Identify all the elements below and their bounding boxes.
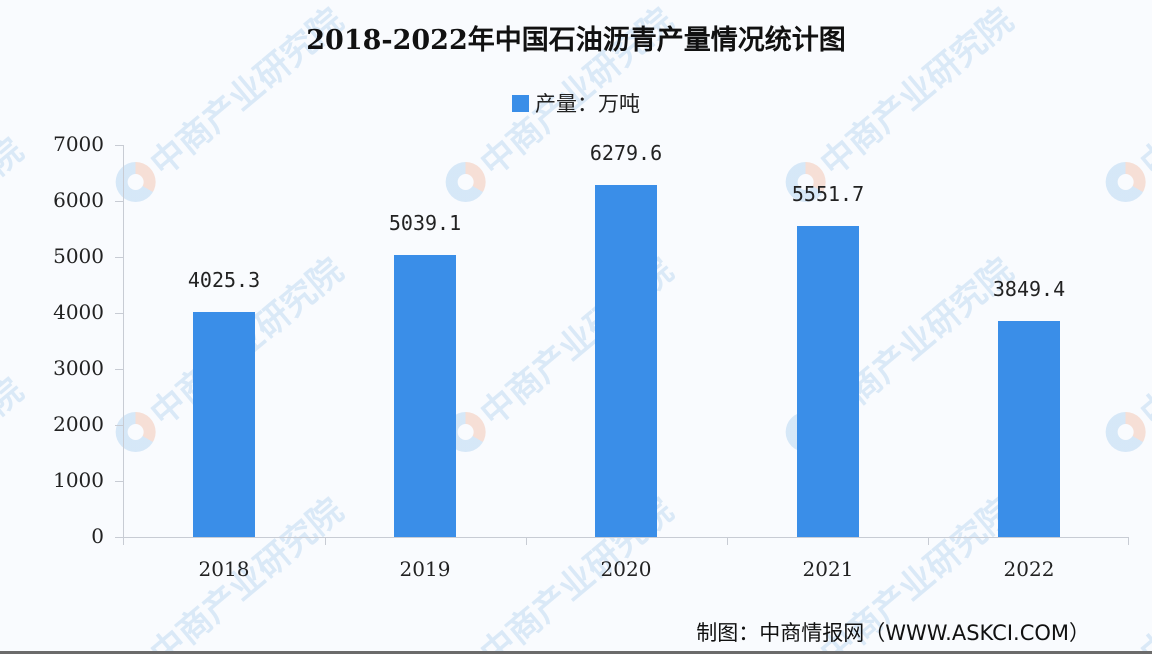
bar-value-label: 5551.7	[791, 182, 865, 207]
watermark-logo-icon	[445, 161, 486, 202]
watermark: 中商产业研究院	[1094, 484, 1152, 651]
source-note: 制图：中商情报网（WWW.ASKCI.COM）	[696, 621, 1090, 645]
bar-value-label: 4025.3	[187, 267, 261, 292]
watermark-logo-icon	[1105, 411, 1146, 452]
watermark: 中商产业研究院	[1094, 244, 1152, 463]
legend-swatch	[512, 94, 529, 112]
x-axis-line	[123, 537, 1129, 538]
y-tick	[115, 425, 123, 426]
watermark-logo-icon	[115, 411, 156, 452]
watermark-text: 中商产业研究院	[1133, 250, 1152, 435]
y-tick-label: 7000	[53, 132, 104, 156]
bar-2021	[797, 226, 859, 537]
watermark-logo-icon	[1105, 161, 1146, 202]
x-tick	[526, 537, 527, 545]
x-tick-label: 2019	[399, 557, 451, 581]
x-tick	[727, 537, 728, 545]
x-tick	[1128, 537, 1129, 545]
y-tick-label: 6000	[53, 188, 104, 212]
y-tick	[115, 369, 123, 370]
y-tick-label: 5000	[53, 244, 104, 268]
y-tick-label: 2000	[53, 412, 104, 436]
legend-label: 产量：万吨	[535, 92, 640, 116]
x-tick	[123, 537, 124, 545]
x-tick-label: 2018	[198, 557, 250, 581]
watermark-text: 中商产业研究院	[1133, 490, 1152, 651]
y-tick	[115, 481, 123, 482]
y-tick	[115, 313, 123, 314]
y-tick	[115, 257, 123, 258]
watermark-text: 中商产业研究院	[0, 370, 32, 555]
x-tick-label: 2022	[1003, 557, 1055, 581]
y-tick-label: 3000	[53, 356, 104, 380]
x-tick	[325, 537, 326, 545]
y-tick-label: 4000	[53, 300, 104, 324]
watermark-text: 中商产业研究院	[0, 130, 32, 315]
x-tick-label: 2021	[802, 557, 854, 581]
y-tick-label: 0	[91, 524, 104, 548]
watermark: 中商产业研究院	[0, 364, 32, 583]
bar-value-label: 5039.1	[388, 210, 462, 235]
bar-2018	[193, 311, 255, 537]
bar-2019	[394, 254, 456, 537]
y-axis-line	[123, 145, 124, 537]
chart-title: 2018-2022年中国石油沥青产量情况统计图	[306, 25, 846, 56]
y-tick	[115, 201, 123, 202]
x-tick	[928, 537, 929, 545]
x-tick-label: 2020	[600, 557, 652, 581]
watermark: 中商产业研究院	[0, 124, 32, 343]
legend: 产量：万吨	[0, 88, 1152, 118]
bar-value-label: 6279.6	[589, 141, 663, 166]
bar-2020	[595, 185, 657, 537]
y-tick-label: 1000	[53, 468, 104, 492]
y-tick	[115, 145, 123, 146]
bar-2022	[998, 321, 1060, 537]
watermark-logo-icon	[115, 161, 156, 202]
bar-value-label: 3849.4	[992, 277, 1066, 302]
y-tick	[115, 537, 123, 538]
